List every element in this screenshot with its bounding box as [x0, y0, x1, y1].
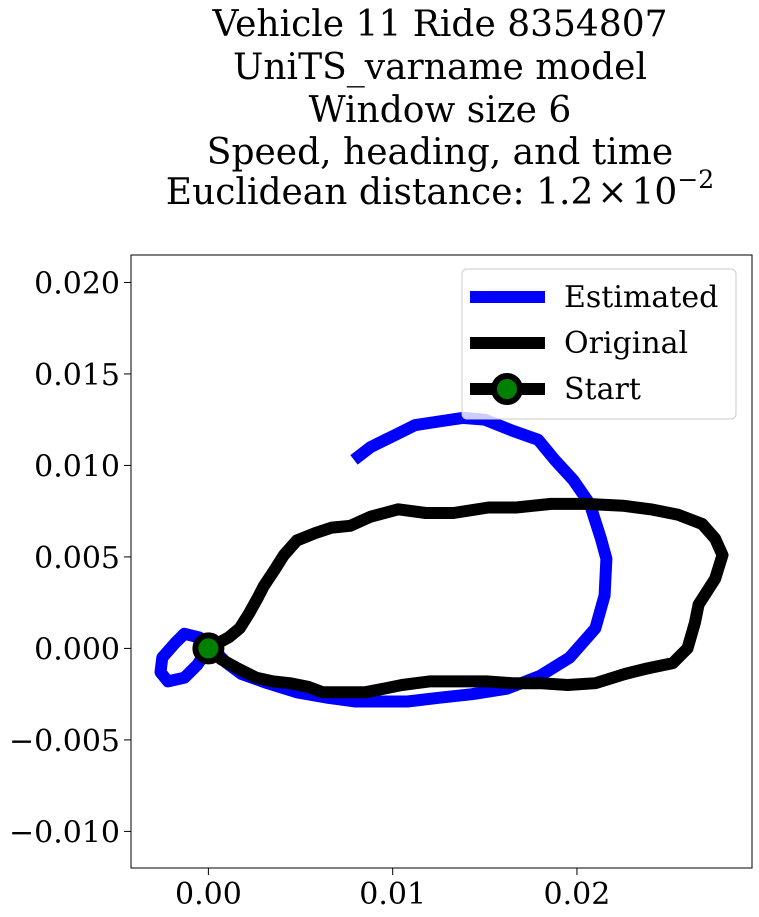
legend-box	[461, 268, 737, 420]
legend-start-label: Start	[564, 372, 641, 407]
title-line-2: UniTS_varname model	[233, 47, 647, 88]
title-line-5: Euclidean distance: 1.2 × 10−2	[166, 165, 714, 213]
y-tick-label: 0.015	[34, 358, 120, 393]
legend: Estimated Original Start	[461, 268, 737, 420]
axes: 0.00 0.01 0.02 −0.010 −0.005 0.000 0.005 0.010 0…	[9, 266, 610, 912]
x-tick-label: 0.00	[175, 877, 242, 912]
title-line-3: Window size 6	[309, 90, 572, 131]
plot-area	[154, 411, 729, 708]
y-tick-label: −0.005	[9, 724, 120, 759]
y-tick-label: 0.020	[34, 266, 120, 301]
y-tick-label: −0.010	[9, 815, 120, 850]
title-line-4: Speed, heading, and time	[207, 132, 673, 173]
y-tick-label: 0.000	[34, 632, 120, 667]
title-times: ×	[597, 172, 627, 213]
series-line-estimated	[154, 411, 613, 708]
x-tick-label: 0.01	[359, 877, 426, 912]
title-line-1: Vehicle 11 Ride 8354807	[211, 4, 667, 45]
plot-frame	[130, 254, 753, 869]
chart-title: Vehicle 11 Ride 8354807 UniTS_varname mo…	[166, 4, 714, 213]
legend-original-label: Original	[564, 326, 688, 361]
y-tick-label: 0.005	[34, 541, 120, 576]
legend-start-marker	[491, 373, 523, 405]
start-marker	[192, 632, 225, 665]
title-mantissa: 1.2	[536, 172, 593, 213]
x-tick-label: 0.02	[544, 877, 611, 912]
title-distance-label: Euclidean distance:	[166, 172, 536, 213]
title-base: 10	[632, 172, 678, 213]
title-exponent: −2	[677, 165, 714, 194]
legend-estimated-label: Estimated	[564, 280, 718, 315]
y-tick-label: 0.010	[34, 449, 120, 484]
series-line-original	[204, 497, 729, 699]
